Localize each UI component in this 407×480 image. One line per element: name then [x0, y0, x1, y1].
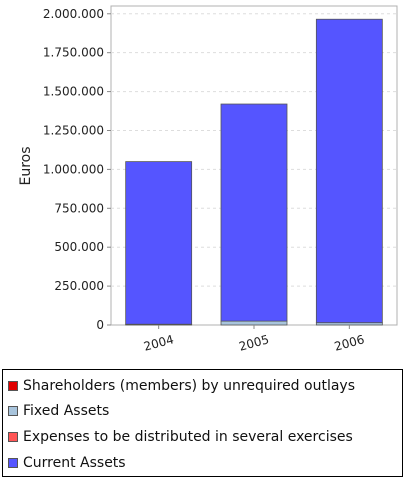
bar-chart: 0 250.000 500.000 750.000 1.000.000 1.250.000…: [18, 5, 398, 354]
y-tick-label: 500.000: [54, 240, 104, 254]
bar-segment: [220, 320, 288, 326]
legend-swatch-current-assets: [8, 458, 18, 468]
x-tick-label: 2005: [237, 332, 270, 353]
x-axis: 2004 2005 2006: [142, 325, 366, 354]
legend-label-current-assets: Current Assets: [23, 455, 126, 471]
y-tick-label: 1.250.000: [43, 123, 104, 137]
y-tick-label: 750.000: [54, 201, 104, 215]
y-tick-label: 2.000.000: [43, 7, 104, 21]
legend-item-shareholders: Shareholders (members) by unrequired out…: [8, 376, 355, 396]
legend-label-fixed-assets: Fixed Assets: [23, 403, 110, 419]
legend-swatch-fixed-assets: [8, 406, 18, 416]
x-tick-label: 2006: [333, 332, 366, 353]
legend-item-expenses: Expenses to be distributed in several ex…: [8, 427, 353, 447]
y-tick-label: 1.750.000: [43, 46, 104, 60]
legend-swatch-shareholders: [8, 381, 18, 391]
bar-segment: [125, 161, 193, 325]
y-axis-label: Euros: [18, 146, 34, 185]
legend-item-fixed-assets: Fixed Assets: [8, 401, 109, 421]
y-tick-label: 250.000: [54, 279, 104, 293]
y-tick-label: 1.500.000: [43, 85, 104, 99]
y-tick-label: 1.000.000: [43, 162, 104, 176]
y-axis: 0 250.000 500.000 750.000 1.000.000 1.250.000…: [43, 7, 111, 332]
bar-segment: [315, 18, 383, 324]
legend-item-current-assets: Current Assets: [8, 453, 126, 473]
x-tick-label: 2004: [142, 332, 175, 353]
y-tick-label: 0: [96, 318, 104, 332]
legend: Shareholders (members) by unrequired out…: [2, 369, 403, 477]
bars: [125, 18, 383, 326]
legend-label-expenses: Expenses to be distributed in several ex…: [23, 429, 353, 445]
legend-label-shareholders: Shareholders (members) by unrequired out…: [23, 378, 355, 394]
bar-segment: [220, 103, 288, 322]
legend-swatch-expenses: [8, 432, 18, 442]
